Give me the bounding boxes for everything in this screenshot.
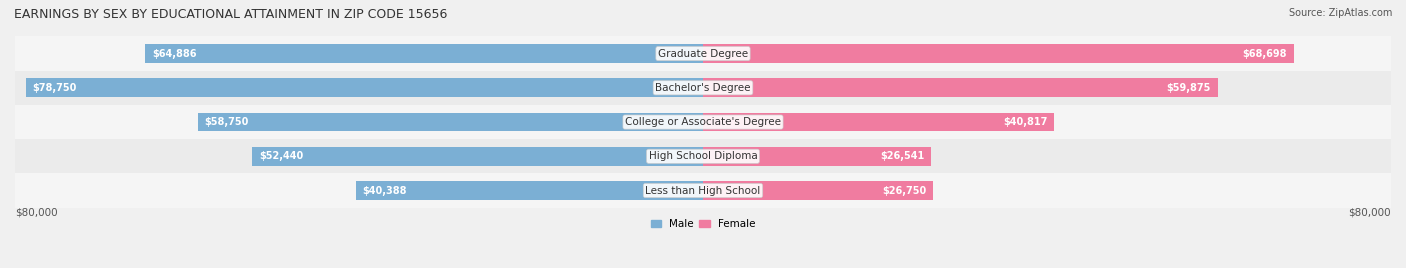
Text: $26,750: $26,750 — [882, 185, 927, 196]
Bar — [145, 44, 703, 63]
Text: College or Associate's Degree: College or Associate's Degree — [626, 117, 780, 127]
Text: $52,440: $52,440 — [259, 151, 304, 161]
Text: Source: ZipAtlas.com: Source: ZipAtlas.com — [1288, 8, 1392, 18]
Bar — [15, 71, 1391, 105]
Text: $40,817: $40,817 — [1002, 117, 1047, 127]
Bar — [15, 36, 1391, 71]
Bar — [15, 139, 1391, 173]
Text: Graduate Degree: Graduate Degree — [658, 49, 748, 59]
Bar — [703, 44, 1294, 63]
Text: $58,750: $58,750 — [205, 117, 249, 127]
Text: $78,750: $78,750 — [32, 83, 77, 93]
Text: $59,875: $59,875 — [1167, 83, 1211, 93]
Text: $26,541: $26,541 — [880, 151, 924, 161]
Bar — [703, 113, 1054, 132]
Bar — [25, 78, 703, 97]
Text: Less than High School: Less than High School — [645, 185, 761, 196]
Bar — [15, 105, 1391, 139]
Legend: Male, Female: Male, Female — [647, 215, 759, 233]
Text: High School Diploma: High School Diploma — [648, 151, 758, 161]
Bar — [15, 173, 1391, 208]
Text: Bachelor's Degree: Bachelor's Degree — [655, 83, 751, 93]
Bar — [198, 113, 703, 132]
Text: EARNINGS BY SEX BY EDUCATIONAL ATTAINMENT IN ZIP CODE 15656: EARNINGS BY SEX BY EDUCATIONAL ATTAINMEN… — [14, 8, 447, 21]
Bar — [703, 181, 934, 200]
Bar — [703, 78, 1218, 97]
Text: $40,388: $40,388 — [363, 185, 408, 196]
Bar — [703, 147, 931, 166]
Text: $68,698: $68,698 — [1243, 49, 1286, 59]
Text: $80,000: $80,000 — [15, 208, 58, 218]
Bar — [356, 181, 703, 200]
Bar — [252, 147, 703, 166]
Text: $80,000: $80,000 — [1348, 208, 1391, 218]
Text: $64,886: $64,886 — [152, 49, 197, 59]
